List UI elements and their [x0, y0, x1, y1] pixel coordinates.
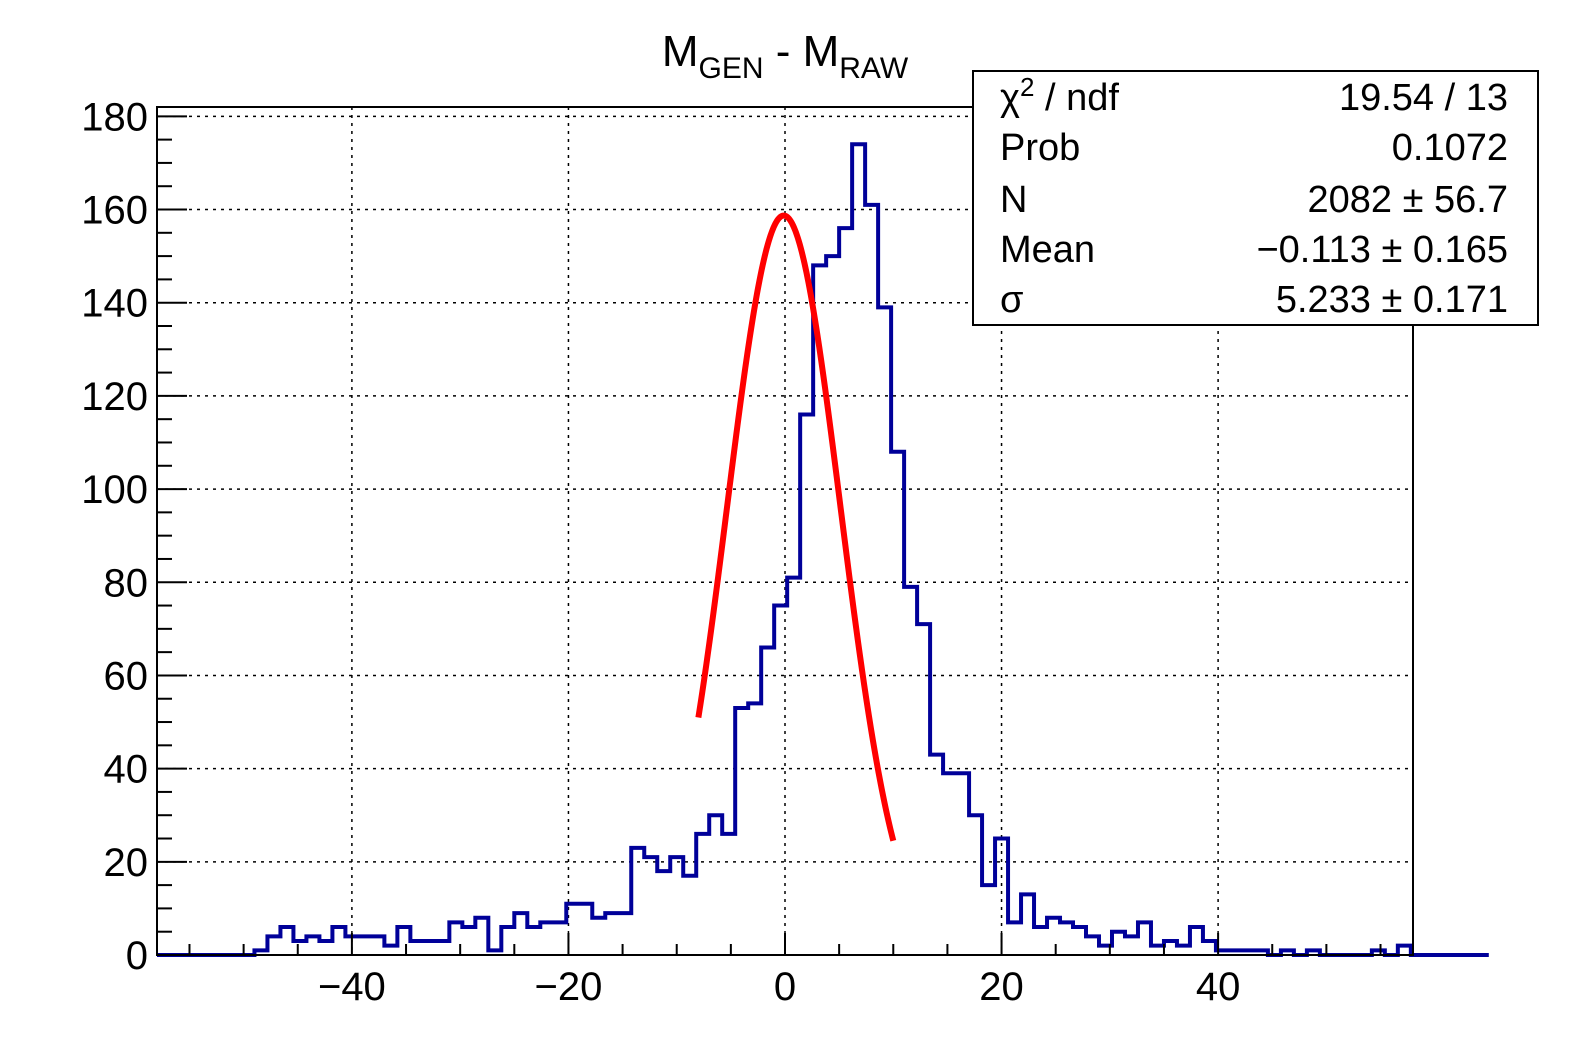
stats-value-sigma: 5.233 ± 0.171	[1276, 279, 1508, 321]
stats-label-sigma: σ	[1000, 279, 1023, 321]
y-tick-label: 180	[81, 95, 148, 139]
y-tick-label: 140	[81, 282, 148, 326]
stats-value-prob: 0.1072	[1392, 127, 1508, 169]
x-axis-tick-labels: −40 −20 0 20 40	[318, 965, 1240, 1009]
fit-curve-series	[695, 212, 897, 842]
x-tick-label: −20	[535, 965, 603, 1009]
y-tick-label: 0	[126, 934, 148, 978]
y-axis-tick-labels: 0 20 40 60 80 100 120 140 160 180	[81, 95, 148, 978]
y-tick-label: 60	[104, 654, 149, 698]
stats-label-mean: Mean	[1000, 229, 1095, 271]
stats-box: χ2 / ndf 19.54 / 13 Prob 0.1072 N 2082 ±…	[972, 70, 1539, 326]
x-tick-label: 20	[979, 965, 1024, 1009]
y-tick-label: 120	[81, 375, 148, 419]
y-tick-label: 20	[104, 841, 149, 885]
x-tick-label: 40	[1196, 965, 1241, 1009]
stats-box-frame	[972, 70, 1539, 326]
histogram-line	[157, 142, 1489, 957]
histogram-series	[157, 142, 1489, 957]
y-tick-label: 40	[104, 748, 149, 792]
y-tick-label: 80	[104, 561, 149, 605]
y-tick-label: 100	[81, 468, 148, 512]
y-tick-label: 160	[81, 189, 148, 233]
x-tick-label: 0	[774, 965, 796, 1009]
grid-lines	[157, 107, 1413, 955]
stats-value-mean: −0.113 ± 0.165	[1256, 229, 1508, 271]
gaussian-fit-curve	[695, 212, 897, 842]
chart-title: MGEN - MRAW	[662, 27, 909, 85]
stats-label-n: N	[1000, 179, 1027, 221]
stats-value-chi2: 19.54 / 13	[1339, 77, 1508, 119]
axis-ticks	[157, 115, 1382, 956]
stats-label-chi2: χ2 / ndf	[1000, 72, 1119, 119]
stats-label-prob: Prob	[1000, 127, 1080, 169]
stats-value-n: 2082 ± 56.7	[1308, 179, 1508, 221]
x-tick-label: −40	[318, 965, 386, 1009]
